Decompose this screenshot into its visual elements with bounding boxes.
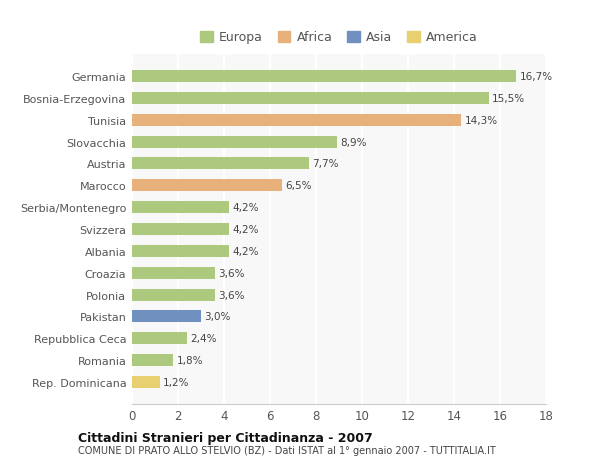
Text: 1,2%: 1,2%: [163, 377, 190, 387]
Bar: [132, 354, 173, 366]
Text: 16,7%: 16,7%: [520, 72, 553, 82]
Bar: [132, 311, 201, 323]
Text: COMUNE DI PRATO ALLO STELVIO (BZ) - Dati ISTAT al 1° gennaio 2007 - TUTTITALIA.I: COMUNE DI PRATO ALLO STELVIO (BZ) - Dati…: [78, 445, 496, 455]
Bar: [132, 115, 461, 127]
Bar: [132, 93, 488, 105]
Text: 14,3%: 14,3%: [464, 116, 497, 125]
Text: 4,2%: 4,2%: [232, 203, 259, 213]
Bar: [132, 267, 215, 279]
Bar: [132, 202, 229, 214]
Text: 4,2%: 4,2%: [232, 224, 259, 235]
Bar: [132, 180, 281, 192]
Legend: Europa, Africa, Asia, America: Europa, Africa, Asia, America: [195, 27, 483, 50]
Text: 1,8%: 1,8%: [177, 355, 203, 365]
Bar: [132, 332, 187, 344]
Bar: [132, 376, 160, 388]
Bar: [132, 158, 309, 170]
Text: 6,5%: 6,5%: [285, 181, 311, 191]
Bar: [132, 224, 229, 235]
Text: 3,6%: 3,6%: [218, 268, 245, 278]
Text: 15,5%: 15,5%: [492, 94, 525, 104]
Text: 7,7%: 7,7%: [313, 159, 339, 169]
Text: 3,0%: 3,0%: [205, 312, 231, 322]
Text: 3,6%: 3,6%: [218, 290, 245, 300]
Text: 8,9%: 8,9%: [340, 137, 367, 147]
Bar: [132, 71, 516, 83]
Bar: [132, 245, 229, 257]
Text: Cittadini Stranieri per Cittadinanza - 2007: Cittadini Stranieri per Cittadinanza - 2…: [78, 431, 373, 444]
Bar: [132, 136, 337, 148]
Text: 2,4%: 2,4%: [191, 334, 217, 343]
Bar: [132, 289, 215, 301]
Text: 4,2%: 4,2%: [232, 246, 259, 256]
